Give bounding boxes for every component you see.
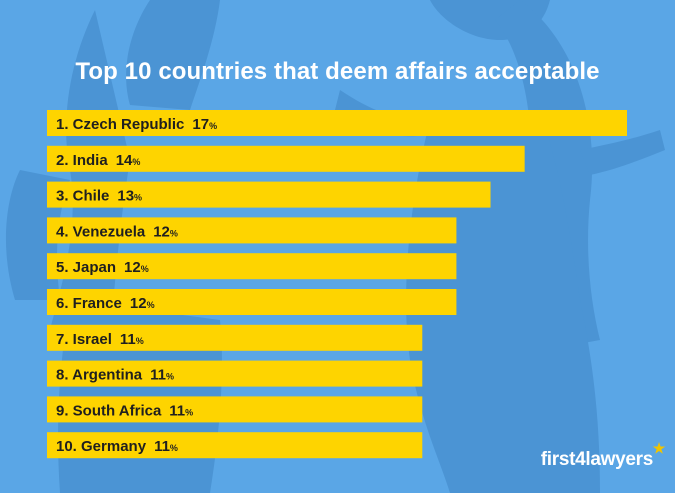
category-label: 2. India (56, 152, 108, 169)
bar-9 (47, 396, 423, 423)
value-label: 12 (153, 223, 170, 240)
bar-label-5: 5. Japan 12% (56, 259, 149, 276)
brand-logo-text: first4lawyers (540, 449, 654, 470)
value-label: 11 (150, 367, 166, 384)
bar-1 (47, 110, 627, 136)
value-label: 11 (154, 438, 170, 455)
value-suffix: % (170, 443, 178, 453)
value-label: 17 (192, 116, 209, 133)
bar-label-7: 7. Israel 11% (56, 331, 144, 348)
bar-5 (47, 253, 457, 280)
bar-label-10: 10. Germany 11% (56, 438, 178, 455)
bar-3 (47, 181, 491, 208)
bar-6 (47, 289, 457, 315)
bar-label-2: 2. India 14% (56, 152, 140, 169)
bar-2 (47, 145, 525, 172)
bar-8 (47, 360, 423, 387)
value-suffix: % (170, 228, 178, 238)
value-label: 13 (117, 188, 134, 205)
bar-label-3: 3. Chile 13% (56, 188, 142, 205)
category-label: 10. Germany (56, 438, 147, 455)
value-suffix: % (134, 193, 142, 203)
category-label: 8. Argentina (56, 367, 143, 384)
category-label: 4. Venezuela (56, 223, 146, 240)
bar-label-4: 4. Venezuela 12% (56, 223, 178, 240)
value-suffix: % (185, 407, 193, 417)
bar-4 (47, 217, 457, 244)
value-suffix: % (141, 264, 149, 274)
category-label: 7. Israel (56, 331, 112, 348)
value-label: 12 (130, 295, 147, 312)
star-icon: ★ (652, 440, 666, 456)
value-label: 11 (169, 402, 185, 419)
bar-label-8: 8. Argentina 11% (56, 367, 174, 384)
value-label: 11 (120, 331, 136, 348)
category-label: 1. Czech Republic (56, 116, 184, 133)
category-label: 5. Japan (56, 259, 116, 276)
category-label: 6. France (56, 295, 122, 312)
bar-label-1: 1. Czech Republic 17% (56, 116, 217, 133)
value-suffix: % (132, 157, 140, 167)
category-label: 3. Chile (56, 188, 109, 205)
value-label: 14 (116, 152, 133, 169)
bar-label-6: 6. France 12% (56, 295, 155, 312)
value-suffix: % (136, 336, 144, 346)
category-label: 9. South Africa (56, 402, 162, 419)
value-label: 12 (124, 259, 141, 276)
brand-logo: first4lawyers ★ (540, 440, 666, 471)
value-suffix: % (166, 372, 174, 382)
bar-10 (47, 432, 423, 459)
bar-label-9: 9. South Africa 11% (56, 402, 193, 419)
bar-7 (47, 324, 423, 351)
chart-title: Top 10 countries that deem affairs accep… (75, 58, 600, 85)
value-suffix: % (147, 300, 155, 310)
value-suffix: % (209, 121, 217, 131)
